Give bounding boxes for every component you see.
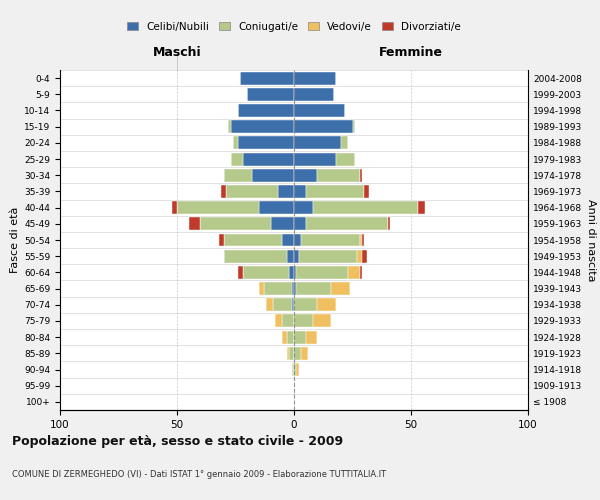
Bar xyxy=(275,314,283,328)
Bar xyxy=(294,234,301,246)
Bar xyxy=(226,185,278,198)
Bar xyxy=(219,234,224,246)
Bar xyxy=(294,72,336,85)
Bar xyxy=(294,250,299,262)
Bar xyxy=(289,347,294,360)
Bar xyxy=(313,314,331,328)
Bar xyxy=(357,250,362,262)
Bar xyxy=(418,201,425,214)
Bar xyxy=(289,266,294,279)
Bar xyxy=(287,330,294,344)
Legend: Celibi/Nubili, Coniugati/e, Vedovi/e, Divorziati/e: Celibi/Nubili, Coniugati/e, Vedovi/e, Di… xyxy=(123,18,465,36)
Bar xyxy=(294,136,341,149)
Bar xyxy=(224,250,287,262)
Bar xyxy=(359,234,362,246)
Bar xyxy=(287,347,289,360)
Bar xyxy=(294,266,296,279)
Bar xyxy=(359,266,362,279)
Y-axis label: Fasce di età: Fasce di età xyxy=(10,207,20,273)
Bar xyxy=(259,201,294,214)
Bar xyxy=(364,185,369,198)
Bar xyxy=(200,218,271,230)
Bar xyxy=(283,330,287,344)
Bar xyxy=(292,363,294,376)
Bar xyxy=(247,88,294,101)
Bar xyxy=(294,282,296,295)
Bar xyxy=(331,282,350,295)
Bar xyxy=(238,266,242,279)
Bar xyxy=(317,298,336,311)
Bar xyxy=(294,104,346,117)
Bar xyxy=(306,185,364,198)
Bar xyxy=(271,218,294,230)
Bar xyxy=(362,234,364,246)
Bar xyxy=(259,282,263,295)
Bar xyxy=(362,250,367,262)
Bar xyxy=(221,185,226,198)
Bar xyxy=(294,88,334,101)
Bar xyxy=(294,298,317,311)
Text: Femmine: Femmine xyxy=(379,46,443,59)
Bar xyxy=(177,201,259,214)
Bar xyxy=(301,234,359,246)
Bar xyxy=(238,136,294,149)
Bar xyxy=(294,201,313,214)
Text: Popolazione per età, sesso e stato civile - 2009: Popolazione per età, sesso e stato civil… xyxy=(12,435,343,448)
Bar xyxy=(292,298,294,311)
Bar xyxy=(242,266,289,279)
Bar xyxy=(359,169,362,181)
Text: Maschi: Maschi xyxy=(152,46,202,59)
Bar xyxy=(294,314,313,328)
Bar xyxy=(189,218,200,230)
Bar xyxy=(294,330,306,344)
Bar xyxy=(283,234,294,246)
Bar xyxy=(224,169,252,181)
Bar xyxy=(301,347,308,360)
Bar xyxy=(313,201,418,214)
Bar xyxy=(294,363,296,376)
Bar xyxy=(296,266,348,279)
Bar xyxy=(341,136,348,149)
Bar xyxy=(233,136,238,149)
Bar xyxy=(317,169,359,181)
Bar xyxy=(231,120,294,133)
Bar xyxy=(266,298,273,311)
Bar xyxy=(242,152,294,166)
Bar xyxy=(283,314,294,328)
Bar xyxy=(287,250,294,262)
Bar xyxy=(336,152,355,166)
Bar xyxy=(224,234,283,246)
Bar xyxy=(306,218,388,230)
Bar xyxy=(353,120,355,133)
Bar xyxy=(294,185,306,198)
Bar xyxy=(273,298,292,311)
Bar xyxy=(294,347,301,360)
Bar xyxy=(294,120,353,133)
Bar xyxy=(294,218,306,230)
Bar xyxy=(292,282,294,295)
Bar xyxy=(296,363,299,376)
Bar xyxy=(348,266,359,279)
Bar xyxy=(238,104,294,117)
Bar xyxy=(278,185,294,198)
Bar xyxy=(294,169,317,181)
Bar xyxy=(299,250,357,262)
Text: COMUNE DI ZERMEGHEDO (VI) - Dati ISTAT 1° gennaio 2009 - Elaborazione TUTTITALIA: COMUNE DI ZERMEGHEDO (VI) - Dati ISTAT 1… xyxy=(12,470,386,479)
Bar xyxy=(388,218,390,230)
Bar xyxy=(252,169,294,181)
Bar xyxy=(263,282,292,295)
Bar xyxy=(306,330,317,344)
Bar xyxy=(172,201,177,214)
Bar xyxy=(229,120,231,133)
Bar xyxy=(296,282,331,295)
Bar xyxy=(240,72,294,85)
Bar xyxy=(231,152,242,166)
Bar xyxy=(294,152,336,166)
Y-axis label: Anni di nascita: Anni di nascita xyxy=(586,198,596,281)
